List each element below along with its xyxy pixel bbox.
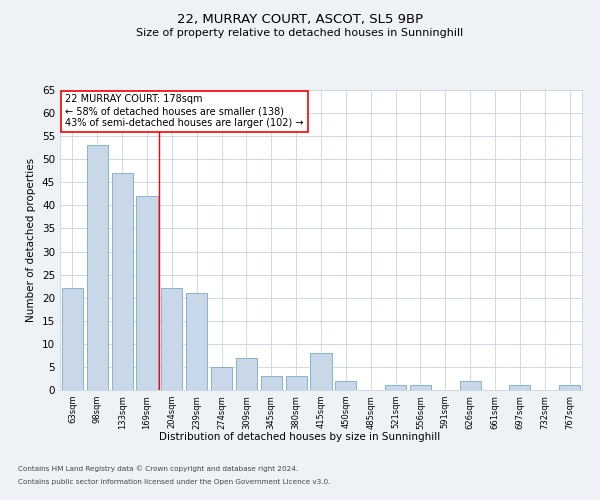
Bar [161,288,182,390]
Y-axis label: Number of detached properties: Number of detached properties [26,158,37,322]
Bar [87,146,108,390]
Bar [62,288,83,390]
Bar [261,376,282,390]
Text: Contains public sector information licensed under the Open Government Licence v3: Contains public sector information licen… [18,479,331,485]
Bar [236,358,257,390]
Bar [509,386,530,390]
Bar [335,381,356,390]
Bar [410,386,431,390]
Bar [112,173,133,390]
Bar [211,367,232,390]
Bar [460,381,481,390]
Bar [385,386,406,390]
Bar [136,196,158,390]
Text: 22, MURRAY COURT, ASCOT, SL5 9BP: 22, MURRAY COURT, ASCOT, SL5 9BP [177,12,423,26]
Text: Distribution of detached houses by size in Sunninghill: Distribution of detached houses by size … [160,432,440,442]
Text: 22 MURRAY COURT: 178sqm
← 58% of detached houses are smaller (138)
43% of semi-d: 22 MURRAY COURT: 178sqm ← 58% of detache… [65,94,304,128]
Bar [310,353,332,390]
Bar [286,376,307,390]
Bar [186,293,207,390]
Text: Size of property relative to detached houses in Sunninghill: Size of property relative to detached ho… [136,28,464,38]
Text: Contains HM Land Registry data © Crown copyright and database right 2024.: Contains HM Land Registry data © Crown c… [18,466,298,472]
Bar [559,386,580,390]
